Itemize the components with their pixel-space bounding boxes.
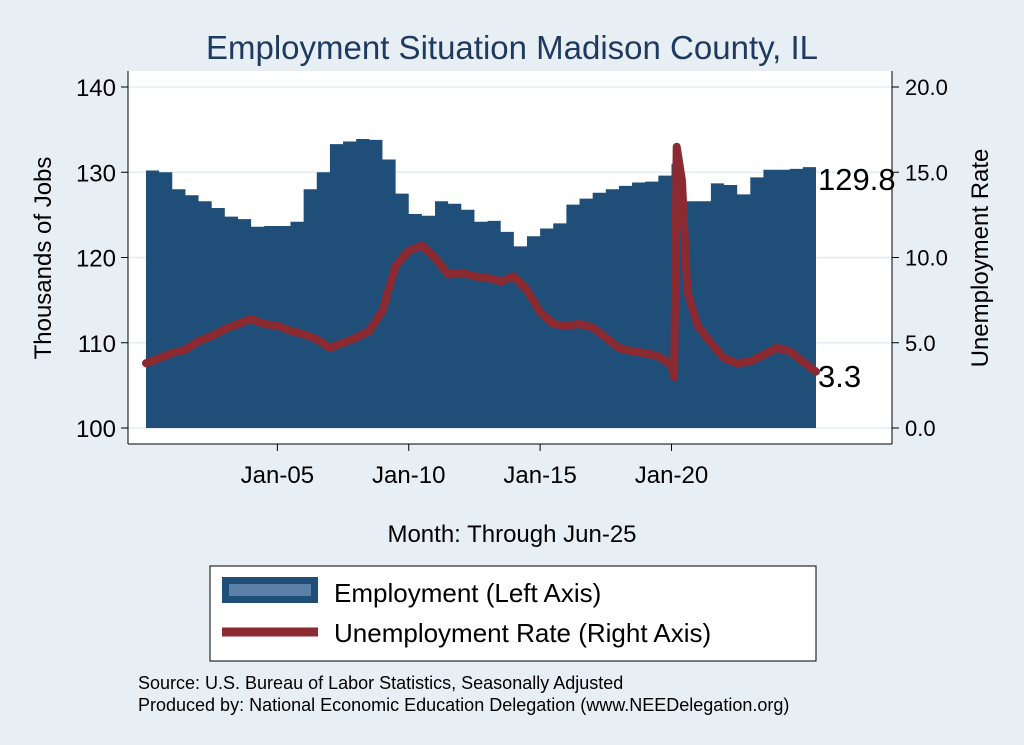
right-axis-ticks: 0.0 5.0 10.0 15.0 20.0 — [892, 75, 948, 441]
unemployment-line — [142, 142, 820, 381]
left-tick-label: 120 — [76, 246, 116, 273]
unemployment-end-label: 3.3 — [818, 359, 861, 394]
x-tick-label: Jan-20 — [635, 462, 708, 489]
x-axis-label: Month: Through Jun-25 — [387, 521, 636, 548]
right-axis-label: Unemployment Rate — [967, 149, 994, 368]
right-tick-label: 15.0 — [905, 160, 948, 185]
right-tick-label: 20.0 — [905, 75, 948, 100]
x-tick-label: Jan-15 — [503, 462, 576, 489]
right-tick-label: 5.0 — [905, 331, 936, 356]
employment-end-label: 129.8 — [818, 162, 896, 197]
produced-by-note: Produced by: National Economic Education… — [138, 695, 789, 715]
chart-title: Employment Situation Madison County, IL — [206, 29, 818, 66]
left-tick-label: 140 — [76, 75, 116, 102]
series-layer — [142, 139, 820, 428]
left-axis-ticks: 100 110 120 130 140 — [76, 75, 128, 443]
legend: Employment (Left Axis) Unemployment Rate… — [209, 565, 817, 662]
legend-employment-label: Employment (Left Axis) — [334, 578, 601, 608]
left-axis-label: Thousands of Jobs — [30, 157, 57, 360]
source-note: Source: U.S. Bureau of Labor Statistics,… — [138, 673, 623, 693]
legend-employment-swatch-inner — [229, 584, 311, 596]
right-tick-label: 0.0 — [905, 416, 936, 441]
left-tick-label: 110 — [78, 331, 116, 358]
x-axis-ticks: Jan-05 Jan-10 Jan-15 Jan-20 — [241, 444, 708, 489]
left-tick-label: 130 — [76, 160, 116, 187]
right-tick-label: 10.0 — [905, 246, 948, 271]
x-tick-label: Jan-05 — [241, 462, 314, 489]
legend-unemployment-label: Unemployment Rate (Right Axis) — [334, 618, 711, 648]
left-tick-label: 100 — [76, 416, 116, 443]
x-tick-label: Jan-10 — [372, 462, 445, 489]
